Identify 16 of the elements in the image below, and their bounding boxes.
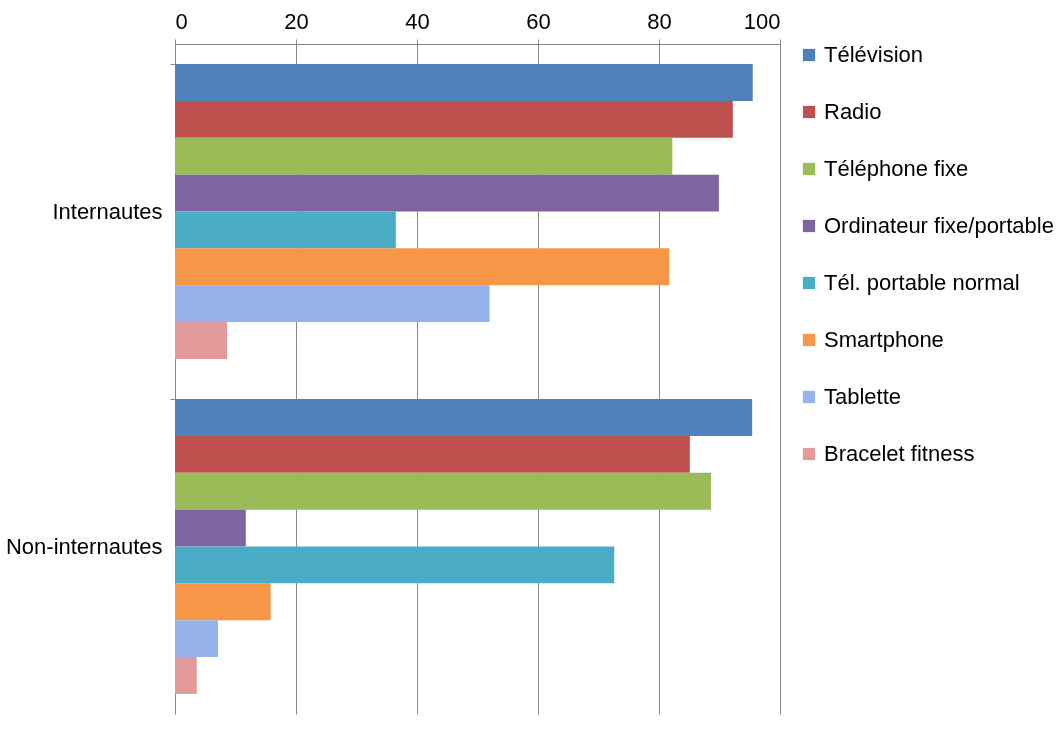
x-tick-label: 40 — [405, 8, 430, 34]
x-tick-label: 0 — [175, 8, 188, 34]
legend-label: Smartphone — [824, 327, 944, 352]
legend-label: Bracelet fitness — [824, 441, 975, 466]
y-tick-label: Non-internautes — [5, 533, 163, 559]
legend-label: Téléphone fixe — [824, 156, 969, 181]
y-tick-label: Internautes — [52, 198, 163, 224]
x-tick-label: 80 — [647, 8, 672, 34]
legend-label: Tél. portable normal — [824, 270, 1020, 295]
legend-label: Tablette — [824, 384, 902, 409]
legend-label: Télévision — [824, 42, 924, 67]
x-tick-label: 60 — [526, 8, 551, 34]
x-tick-label: 20 — [284, 8, 309, 34]
legend-label: Ordinateur fixe/portable — [824, 213, 1054, 238]
x-tick-label: 100 — [743, 8, 781, 34]
legend-label: Radio — [824, 99, 882, 124]
